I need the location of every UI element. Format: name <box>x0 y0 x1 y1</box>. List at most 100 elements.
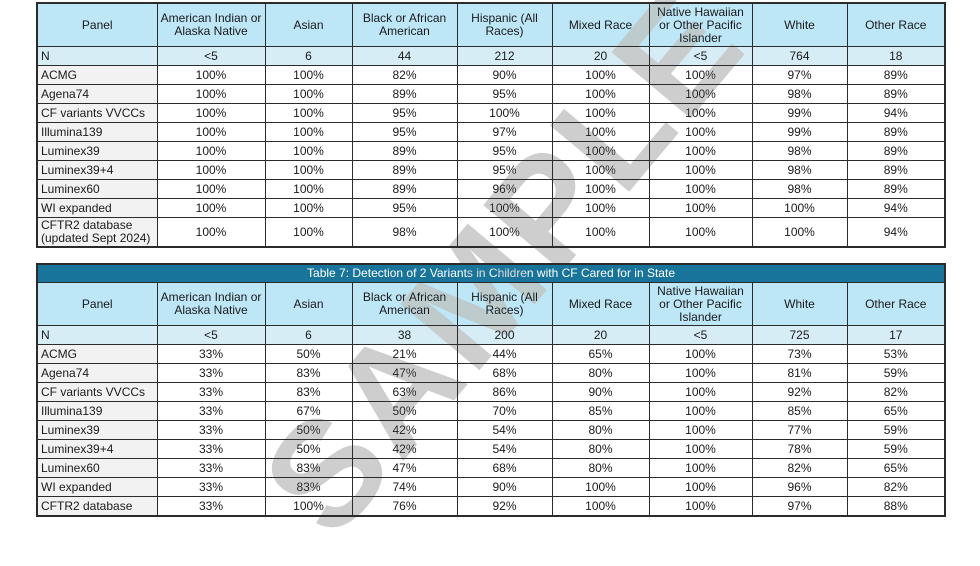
percent-cell: 97% <box>751 496 848 517</box>
percent-cell: 54% <box>456 420 553 440</box>
percent-cell: 100% <box>648 141 753 161</box>
table-bottom-header: Table 7: Detection of 2 Variants in Chil… <box>36 263 946 326</box>
percent-cell: 83% <box>264 363 353 383</box>
percent-cell: 100% <box>264 141 353 161</box>
percent-cell: 100% <box>156 84 266 104</box>
n-value: <5 <box>156 325 266 345</box>
panel-name-cell: Luminex39+4 <box>36 160 158 180</box>
percent-cell: 89% <box>846 179 946 199</box>
table-row: Luminex39+4 33% 50% 42% 54% 80% 100% 78% 59% <box>36 439 946 459</box>
table-top-body: N <5 6 44 212 20 <5 764 18 ACMG 100% 100% 82% 90% 100%… <box>36 46 946 248</box>
column-header: Native Hawaiian or Other Pacific Islande… <box>648 282 753 326</box>
panel-name-cell: Luminex39 <box>36 420 158 440</box>
document-page: { "watermark": "SAMPLE", "colors": { "ti… <box>36 0 947 565</box>
percent-cell: 100% <box>648 84 753 104</box>
n-value: 725 <box>751 325 848 345</box>
percent-cell: 100% <box>264 103 353 123</box>
percent-cell: 74% <box>351 477 458 497</box>
percent-cell: 100% <box>551 179 650 199</box>
percent-cell: 82% <box>351 65 458 85</box>
panel-name-cell: Agena74 <box>36 84 158 104</box>
percent-cell: 100% <box>648 439 753 459</box>
percent-cell: 85% <box>551 401 650 421</box>
percent-cell: 65% <box>551 344 650 364</box>
n-value: 18 <box>846 46 946 66</box>
percent-cell: 100% <box>648 198 753 218</box>
panel-name-cell: WI expanded <box>36 198 158 218</box>
percent-cell: 97% <box>456 122 553 142</box>
n-value: 764 <box>751 46 848 66</box>
table-row: CF variants VVCCs 100% 100% 95% 100% 100% 100%… <box>36 103 946 123</box>
percent-cell: 90% <box>456 477 553 497</box>
percent-cell: 100% <box>648 65 753 85</box>
table-row: Luminex39+4 100% 100% 89% 95% 100% 100% 98% 89% <box>36 160 946 180</box>
percent-cell: 70% <box>456 401 553 421</box>
percent-cell: 33% <box>156 439 266 459</box>
percent-cell: 100% <box>551 65 650 85</box>
percent-cell: 33% <box>156 458 266 478</box>
percent-cell: 42% <box>351 439 458 459</box>
column-header: American Indian or Alaska Native <box>156 282 266 326</box>
percent-cell: 100% <box>648 401 753 421</box>
percent-cell: 100% <box>648 179 753 199</box>
percent-cell: 100% <box>551 122 650 142</box>
panel-name-cell: Luminex60 <box>36 458 158 478</box>
percent-cell: 100% <box>264 84 353 104</box>
percent-cell: 76% <box>351 496 458 517</box>
percent-cell: 89% <box>846 122 946 142</box>
percent-cell: 100% <box>551 141 650 161</box>
percent-cell: 68% <box>456 363 553 383</box>
percent-cell: 100% <box>156 103 266 123</box>
percent-cell: 100% <box>551 160 650 180</box>
column-header: Black or African American <box>351 2 458 47</box>
percent-cell: 53% <box>846 344 946 364</box>
report-page: Panel American Indian or Alaska Native Asi… <box>36 0 947 564</box>
table-row: Luminex39 100% 100% 89% 95% 100% 100% 98% 89% <box>36 141 946 161</box>
percent-cell: 100% <box>264 122 353 142</box>
percent-cell: 89% <box>351 84 458 104</box>
percent-cell: 33% <box>156 382 266 402</box>
percent-cell: 47% <box>351 458 458 478</box>
panel-name-cell: ACMG <box>36 344 158 364</box>
percent-cell: 100% <box>751 217 848 248</box>
panel-name-cell: Agena74 <box>36 363 158 383</box>
panel-name-cell: WI expanded <box>36 477 158 497</box>
n-value: 44 <box>351 46 458 66</box>
percent-cell: 100% <box>456 198 553 218</box>
percent-cell: 100% <box>648 160 753 180</box>
percent-cell: 100% <box>551 496 650 517</box>
percent-cell: 33% <box>156 344 266 364</box>
percent-cell: 89% <box>351 179 458 199</box>
percent-cell: 88% <box>846 496 946 517</box>
percent-cell: 100% <box>264 217 353 248</box>
percent-cell: 59% <box>846 420 946 440</box>
column-header: Hispanic (All Races) <box>456 282 553 326</box>
table-row: Illumina139 100% 100% 95% 97% 100% 100% 99% 89% <box>36 122 946 142</box>
percent-cell: 100% <box>156 65 266 85</box>
percent-cell: 94% <box>846 217 946 248</box>
percent-cell: 95% <box>351 122 458 142</box>
column-header: White <box>751 2 848 47</box>
panel-name-cell: CF variants VVCCs <box>36 103 158 123</box>
n-row-label: N <box>36 46 158 66</box>
column-header: White <box>751 282 848 326</box>
percent-cell: 100% <box>551 84 650 104</box>
percent-cell: 68% <box>456 458 553 478</box>
percent-cell: 100% <box>648 217 753 248</box>
column-header: Native Hawaiian or Other Pacific Islande… <box>648 2 753 47</box>
table-row: Agena74 33% 83% 47% 68% 80% 100% 81% 59% <box>36 363 946 383</box>
percent-cell: 80% <box>551 458 650 478</box>
column-header: Asian <box>264 2 353 47</box>
column-header: Other Race <box>846 2 946 47</box>
percent-cell: 80% <box>551 439 650 459</box>
n-value: 38 <box>351 325 458 345</box>
percent-cell: 50% <box>351 401 458 421</box>
percent-cell: 100% <box>264 198 353 218</box>
percent-cell: 50% <box>264 439 353 459</box>
percent-cell: 89% <box>846 84 946 104</box>
percent-cell: 99% <box>751 103 848 123</box>
percent-cell: 89% <box>846 65 946 85</box>
table-row: Luminex39 33% 50% 42% 54% 80% 100% 77% 59% <box>36 420 946 440</box>
percent-cell: 67% <box>264 401 353 421</box>
n-value: 212 <box>456 46 553 66</box>
